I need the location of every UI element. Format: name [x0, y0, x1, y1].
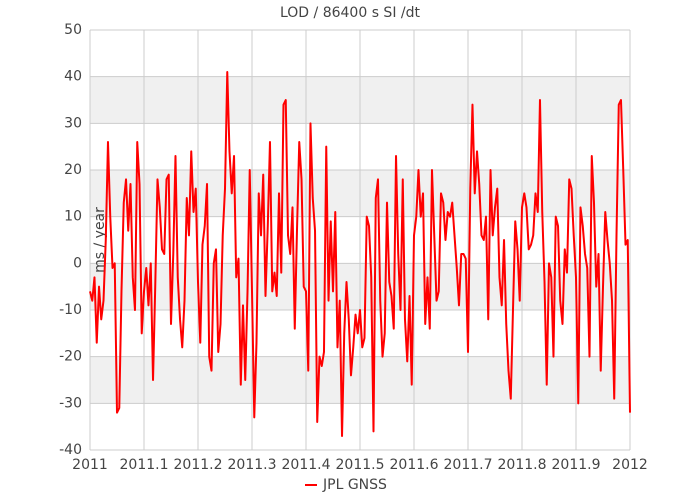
y-tick-label: 30: [64, 115, 82, 131]
x-tick-label: 2011: [72, 457, 108, 473]
y-tick-label: -40: [59, 442, 82, 458]
data-line: [89, 71, 631, 437]
x-tick-label: 2011.2: [174, 457, 223, 473]
y-tick-label: 20: [64, 162, 82, 178]
x-tick-label: 2011.3: [228, 457, 277, 473]
y-tick-label: -20: [59, 349, 82, 365]
x-tick-label: 2011.7: [444, 457, 493, 473]
x-tick-label: 2012: [612, 457, 648, 473]
x-tick-label: 2011.5: [336, 457, 385, 473]
y-tick-label: 0: [73, 255, 82, 271]
chart-title: LOD / 86400 s SI /dt: [280, 5, 421, 21]
y-tick-label: 50: [64, 22, 82, 38]
y-axis-label: ms / year: [92, 207, 108, 273]
legend-label: JPL GNSS: [322, 477, 387, 493]
x-tick-label: 2011.6: [390, 457, 439, 473]
y-tick-label: -30: [59, 395, 82, 411]
y-tick-label: -10: [59, 302, 82, 318]
x-tick-label: 2011.4: [282, 457, 331, 473]
x-tick-label: 2011.1: [120, 457, 169, 473]
x-tick-label: 2011.9: [552, 457, 601, 473]
y-tick-label: 10: [64, 209, 82, 225]
y-tick-label: 40: [64, 69, 82, 85]
x-tick-label: 2011.8: [498, 457, 547, 473]
